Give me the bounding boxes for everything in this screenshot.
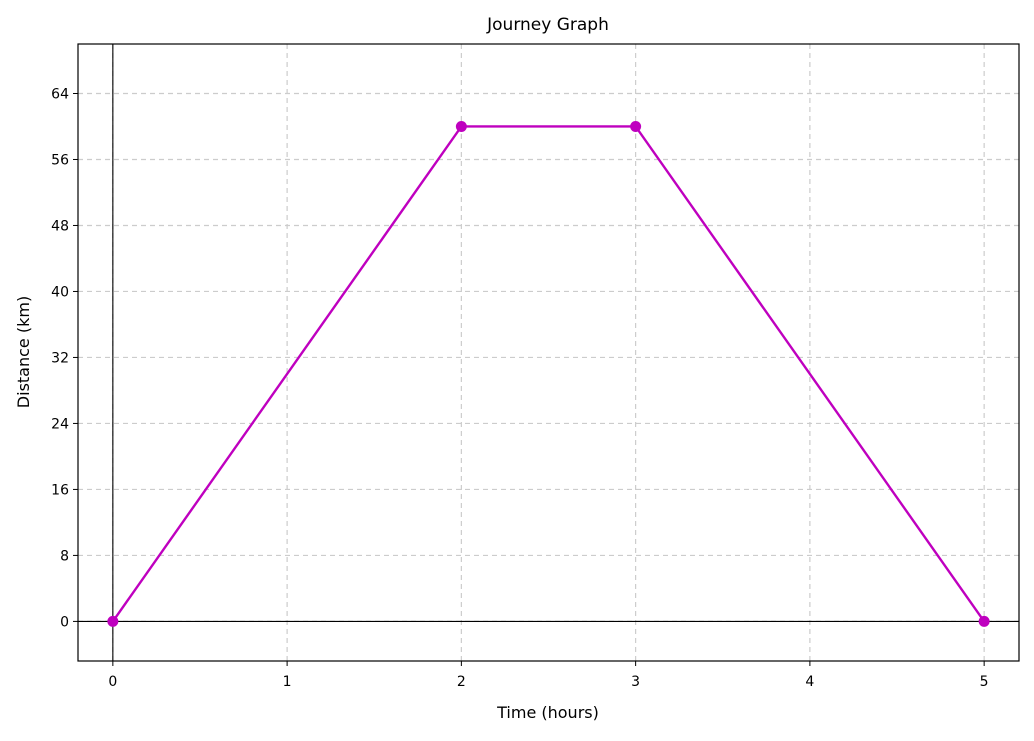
y-axis-ticks: 0 8 16 24 32 40 48 56 64 <box>51 86 78 630</box>
data-point-0-2 <box>630 120 642 132</box>
x-tick-label-0: 0 <box>108 674 117 690</box>
y-tick-label-0: 0 <box>60 614 69 630</box>
x-axis-ticks: 0 1 2 3 4 5 <box>108 661 989 690</box>
y-tick-label-1: 8 <box>60 548 69 564</box>
zero-lines <box>78 44 1019 661</box>
y-tick-label-2: 16 <box>51 482 69 498</box>
x-tick-label-4: 4 <box>805 674 814 690</box>
x-tick-label-2: 2 <box>457 674 466 690</box>
y-tick-label-7: 56 <box>51 152 69 168</box>
x-tick-label-1: 1 <box>283 674 292 690</box>
x-axis-title: Time (hours) <box>496 703 599 722</box>
series-layer <box>107 120 990 627</box>
series-line-0 <box>111 125 986 623</box>
y-tick-label-6: 48 <box>51 218 69 234</box>
y-tick-label-3: 24 <box>51 416 69 432</box>
data-point-0-3 <box>978 615 990 627</box>
y-tick-label-4: 32 <box>51 350 69 366</box>
x-tick-label-3: 3 <box>631 674 640 690</box>
grid-lines <box>78 44 1019 661</box>
y-tick-label-8: 64 <box>51 86 69 102</box>
chart-title: Journey Graph <box>486 15 609 35</box>
x-tick-label-5: 5 <box>980 674 989 690</box>
data-point-0-1 <box>455 120 467 132</box>
plot-frame <box>77 43 1020 662</box>
y-axis-title: Distance (km) <box>14 296 33 408</box>
data-point-0-0 <box>107 615 119 627</box>
y-tick-label-5: 40 <box>51 284 69 300</box>
